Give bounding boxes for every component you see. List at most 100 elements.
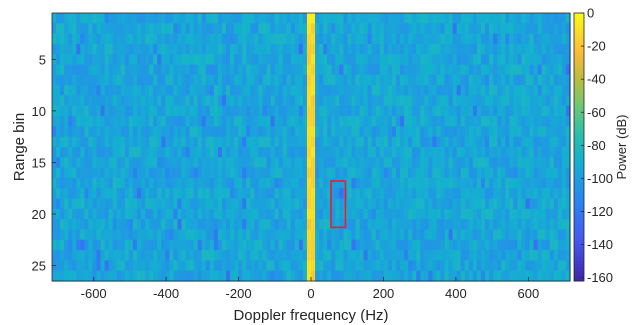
- heatmap-cell: [509, 219, 514, 231]
- heatmap-cell: [221, 229, 227, 241]
- heatmap-cell: [226, 157, 231, 169]
- heatmap-cell: [60, 64, 65, 76]
- heatmap-cell: [375, 188, 381, 200]
- heatmap-cell: [460, 105, 466, 117]
- heatmap-cell: [452, 250, 458, 261]
- heatmap-cell: [153, 208, 158, 220]
- heatmap-cell: [323, 105, 328, 117]
- heatmap-cell: [262, 260, 268, 272]
- heatmap-cell: [363, 250, 369, 261]
- heatmap-cell: [306, 177, 312, 189]
- heatmap-cell: [185, 105, 191, 117]
- heatmap-cell: [136, 260, 142, 272]
- heatmap-cell: [408, 239, 413, 251]
- heatmap-cell: [141, 13, 146, 24]
- heatmap-cell: [404, 239, 409, 251]
- heatmap-cell: [480, 270, 486, 282]
- heatmap-cell: [395, 208, 401, 220]
- heatmap-cell: [104, 105, 110, 117]
- heatmap-cell: [234, 147, 239, 158]
- heatmap-cell: [533, 219, 539, 231]
- heatmap-cell: [497, 54, 502, 66]
- heatmap-cell: [76, 116, 81, 127]
- heatmap-cell: [258, 13, 264, 24]
- heatmap-cell: [141, 43, 146, 55]
- heatmap-cell: [161, 13, 166, 24]
- heatmap-cell: [351, 13, 357, 24]
- heatmap-cell: [493, 250, 498, 261]
- heatmap-cell: [448, 219, 454, 231]
- heatmap-cell: [213, 177, 219, 189]
- heatmap-cell: [485, 198, 490, 210]
- heatmap-cell: [108, 167, 114, 179]
- heatmap-cell: [165, 33, 170, 45]
- heatmap-cell: [165, 95, 170, 107]
- heatmap-cell: [217, 229, 223, 241]
- heatmap-cell: [153, 177, 158, 189]
- heatmap-cell: [379, 167, 385, 179]
- heatmap-cell: [64, 13, 69, 24]
- heatmap-cell: [371, 260, 377, 272]
- heatmap-cell: [213, 167, 219, 179]
- heatmap-cell: [266, 229, 272, 241]
- heatmap-cell: [408, 85, 413, 97]
- heatmap-cell: [76, 43, 81, 55]
- heatmap-cell: [108, 147, 114, 158]
- heatmap-cell: [234, 167, 239, 179]
- heatmap-cell: [565, 208, 571, 220]
- heatmap-cell: [60, 23, 65, 35]
- heatmap-cell: [525, 64, 531, 76]
- heatmap-cell: [213, 270, 219, 282]
- heatmap-cell: [456, 54, 462, 66]
- colorbar-segment: [574, 123, 584, 128]
- heatmap-cell: [339, 250, 344, 261]
- colorbar-segment: [574, 76, 584, 81]
- heatmap-cell: [565, 239, 571, 251]
- heatmap-cell: [529, 260, 535, 272]
- heatmap-cell: [485, 54, 490, 66]
- heatmap-cell: [136, 177, 142, 189]
- heatmap-cell: [84, 270, 90, 282]
- heatmap-cell: [104, 64, 110, 76]
- heatmap-cell: [108, 54, 114, 66]
- heatmap-cell: [270, 116, 276, 127]
- heatmap-cell: [141, 105, 146, 117]
- heatmap-cell: [149, 177, 154, 189]
- heatmap-cell: [485, 177, 490, 189]
- heatmap-cell: [221, 54, 227, 66]
- heatmap-cell: [246, 177, 251, 189]
- heatmap-cell: [52, 250, 57, 261]
- heatmap-cell: [92, 54, 98, 66]
- heatmap-cell: [217, 13, 223, 24]
- heatmap-cell: [428, 126, 434, 138]
- heatmap-cell: [408, 74, 413, 86]
- heatmap-cell: [120, 229, 126, 241]
- heatmap-cell: [513, 208, 518, 220]
- heatmap-cell: [246, 239, 251, 251]
- heatmap-cell: [217, 64, 223, 76]
- heatmap-cell: [355, 239, 361, 251]
- heatmap-cell: [173, 13, 179, 24]
- heatmap-cell: [185, 23, 191, 35]
- heatmap-cell: [319, 105, 324, 117]
- heatmap-cell: [533, 43, 539, 55]
- heatmap-cell: [509, 250, 514, 261]
- heatmap-cell: [254, 239, 259, 251]
- heatmap-cell: [432, 74, 438, 86]
- heatmap-cell: [302, 23, 308, 35]
- heatmap-cell: [509, 105, 514, 117]
- heatmap-cell: [298, 239, 304, 251]
- heatmap-cell: [209, 147, 215, 158]
- heatmap-cell: [157, 54, 162, 66]
- heatmap-cell: [189, 219, 195, 231]
- heatmap-cell: [553, 136, 559, 148]
- heatmap-cell: [351, 239, 357, 251]
- heatmap-cell: [428, 64, 434, 76]
- heatmap-cell: [416, 167, 421, 179]
- colorbar-segment: [574, 254, 584, 259]
- heatmap-cell: [108, 157, 114, 169]
- heatmap-cell: [76, 74, 81, 86]
- heatmap-cell: [286, 250, 292, 261]
- heatmap-cell: [456, 126, 462, 138]
- heatmap-cell: [294, 54, 300, 66]
